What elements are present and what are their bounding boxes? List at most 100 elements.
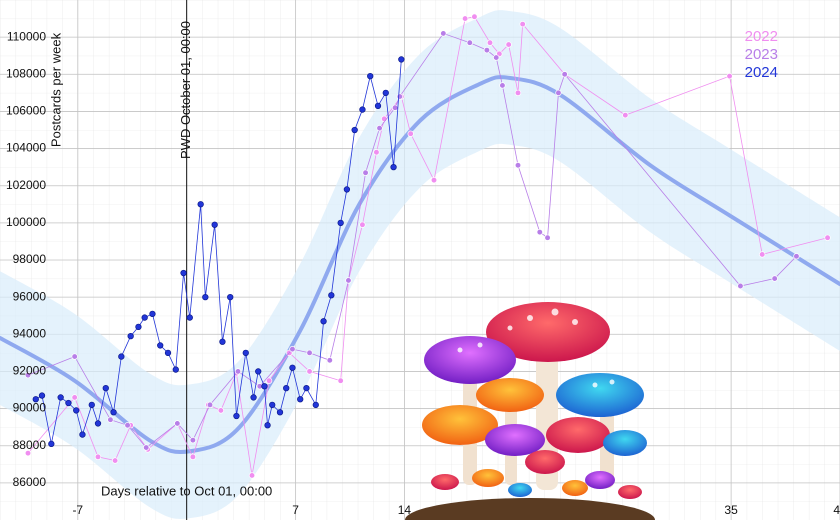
data-point xyxy=(127,332,134,340)
data-point xyxy=(759,251,766,258)
data-point xyxy=(367,72,374,80)
data-point xyxy=(390,163,397,171)
y-tick-label: 110000 xyxy=(7,29,46,43)
data-point xyxy=(726,72,733,80)
data-point xyxy=(248,472,256,479)
y-tick-label: 96000 xyxy=(13,289,47,303)
data-point xyxy=(141,314,148,321)
data-point xyxy=(345,277,352,284)
y-tick-label: 94000 xyxy=(13,326,47,340)
data-point xyxy=(771,275,778,282)
x-tick-label: 14 xyxy=(398,503,412,517)
legend-label: 2024 xyxy=(745,64,778,81)
data-point xyxy=(250,394,257,401)
data-point xyxy=(48,440,55,448)
data-point xyxy=(297,396,304,403)
trend-band xyxy=(0,10,840,519)
data-point xyxy=(359,106,366,113)
data-point xyxy=(461,15,469,22)
data-point xyxy=(430,176,438,184)
data-point xyxy=(73,407,80,414)
data-point xyxy=(211,221,218,228)
data-point xyxy=(172,366,179,373)
data-point xyxy=(519,20,526,28)
data-point xyxy=(544,234,551,241)
data-point xyxy=(737,282,744,290)
y-tick-label: 92000 xyxy=(13,364,47,378)
data-point xyxy=(265,377,273,384)
data-point xyxy=(555,89,562,97)
data-point xyxy=(143,444,150,451)
data-point xyxy=(320,318,327,325)
mushroom-illustration xyxy=(405,302,655,520)
data-point xyxy=(102,384,109,392)
data-point xyxy=(396,93,403,100)
x-tick-label: 42 xyxy=(833,503,840,517)
data-point xyxy=(174,420,181,427)
y-tick-label: 88000 xyxy=(13,438,47,452)
data-point xyxy=(536,228,543,236)
data-point xyxy=(499,82,506,89)
data-point xyxy=(303,384,310,392)
data-point xyxy=(65,399,72,407)
annotation-label: PWD October 01, 00:00 xyxy=(178,21,193,159)
data-point xyxy=(312,401,319,409)
data-point xyxy=(94,420,102,427)
data-point xyxy=(71,394,78,401)
y-tick-label: 86000 xyxy=(13,475,47,489)
y-tick-label: 98000 xyxy=(13,252,47,266)
data-point xyxy=(343,186,351,193)
data-point xyxy=(88,401,95,409)
data-point xyxy=(351,126,358,134)
data-point xyxy=(391,104,399,111)
data-point xyxy=(202,293,209,301)
data-point xyxy=(306,349,313,357)
data-point xyxy=(24,371,32,379)
data-point xyxy=(373,149,380,156)
data-point xyxy=(466,39,473,46)
data-point xyxy=(57,394,64,401)
data-point xyxy=(233,412,240,420)
data-point xyxy=(505,41,512,48)
x-tick-label: -7 xyxy=(72,503,83,517)
data-point xyxy=(337,219,344,227)
data-point xyxy=(32,396,39,403)
x-tick-label: 35 xyxy=(724,503,738,517)
data-point xyxy=(217,407,225,414)
x-tick-label: 7 xyxy=(292,503,299,517)
data-point xyxy=(227,293,234,301)
data-point xyxy=(189,436,197,444)
y-tick-label: 90000 xyxy=(13,401,47,415)
data-point xyxy=(382,89,389,97)
data-point xyxy=(180,269,187,277)
series-line xyxy=(35,59,402,444)
data-point xyxy=(283,384,290,392)
data-point xyxy=(157,342,164,349)
data-point xyxy=(306,368,313,375)
data-point xyxy=(107,416,114,423)
data-point xyxy=(38,392,46,399)
data-point xyxy=(124,422,131,429)
data-point xyxy=(261,383,268,390)
data-point xyxy=(359,221,366,228)
data-point xyxy=(362,169,369,176)
data-point xyxy=(164,349,172,357)
y-tick-label: 106000 xyxy=(6,104,46,118)
data-point xyxy=(622,111,629,119)
data-point xyxy=(269,401,276,409)
y-tick-label: 102000 xyxy=(6,178,46,192)
data-point xyxy=(793,253,800,260)
data-point xyxy=(493,54,500,61)
data-point xyxy=(374,102,382,110)
data-point xyxy=(440,30,447,37)
data-point xyxy=(514,89,522,97)
data-point xyxy=(514,162,522,169)
data-point xyxy=(561,71,568,78)
data-point xyxy=(186,314,193,321)
data-point xyxy=(398,56,405,63)
data-point xyxy=(242,349,249,357)
y-axis-title: Postcards per week xyxy=(48,32,63,147)
